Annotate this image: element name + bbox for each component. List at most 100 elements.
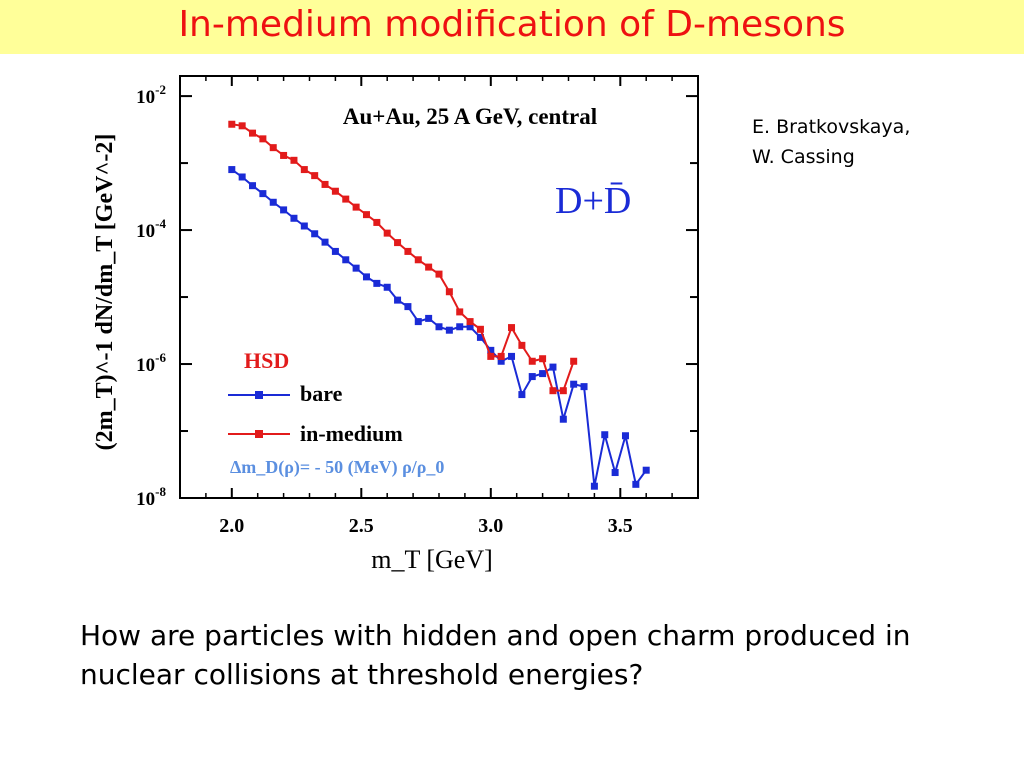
data-point-in-medium: [508, 324, 516, 332]
author-2: W. Cassing: [752, 146, 855, 168]
data-point-bare: [601, 431, 609, 439]
data-point-in-medium: [518, 341, 526, 349]
data-point-bare: [300, 222, 308, 230]
x-tick-label: 2.0: [219, 515, 244, 537]
authors: E. Bratkovskaya, W. Cassing: [752, 112, 910, 172]
data-point-bare: [383, 283, 391, 291]
y-tick-label: 10-8: [136, 484, 166, 510]
data-point-in-medium: [321, 180, 329, 188]
data-point-bare: [259, 190, 267, 198]
data-point-bare: [445, 326, 453, 334]
data-point-in-medium: [570, 357, 578, 365]
data-point-in-medium: [311, 172, 319, 180]
data-point-bare: [280, 206, 288, 214]
data-point-bare: [549, 363, 557, 371]
data-point-in-medium: [228, 120, 236, 128]
author-1: E. Bratkovskaya,: [752, 116, 911, 138]
data-point-bare: [476, 333, 484, 341]
particle-label-text: D+D̄: [555, 180, 631, 222]
data-point-bare: [508, 352, 516, 360]
data-point-bare: [362, 273, 370, 281]
chart-marks: [228, 120, 650, 490]
slide-title: In-medium modification of D-mesons: [178, 4, 846, 45]
data-point-bare: [394, 296, 402, 304]
data-point-bare: [435, 323, 443, 331]
data-point-in-medium: [373, 218, 381, 226]
annotation-text: Δm_D(ρ)= - 50 (MeV) ρ/ρ_0: [230, 457, 444, 478]
data-point-in-medium: [476, 325, 484, 333]
x-tick-label: 3.5: [608, 515, 633, 537]
data-point-bare: [580, 383, 588, 391]
data-point-bare: [456, 323, 464, 331]
data-point-bare: [642, 466, 650, 474]
legend-in-medium-label: in-medium: [300, 421, 403, 446]
data-point-in-medium: [528, 357, 536, 365]
data-point-in-medium: [549, 387, 557, 395]
data-point-bare: [570, 380, 578, 388]
series-line-in-medium: [231, 123, 575, 392]
chart-title: Au+Au, 25 A GeV, central: [343, 104, 597, 129]
data-point-bare: [590, 482, 598, 490]
data-point-bare: [559, 415, 567, 423]
data-point-bare: [342, 256, 350, 264]
hsd-label: HSD: [244, 348, 289, 373]
data-point-bare: [249, 182, 257, 190]
data-point-bare: [621, 432, 629, 440]
data-point-bare: [321, 238, 329, 246]
data-point-bare: [632, 480, 640, 488]
data-point-bare: [497, 357, 505, 365]
data-point-in-medium: [352, 203, 360, 211]
data-point-bare: [352, 264, 360, 272]
data-point-in-medium: [238, 122, 246, 130]
data-point-bare: [539, 370, 547, 378]
data-point-in-medium: [331, 187, 339, 195]
data-point-in-medium: [497, 352, 505, 360]
y-tick-label: 10-6: [136, 350, 166, 376]
y-tick-label: 10-2: [136, 82, 166, 108]
y-tick-label: 10-4: [136, 216, 166, 242]
data-point-bare: [373, 279, 381, 287]
data-point-in-medium: [456, 308, 464, 316]
data-point-in-medium: [362, 211, 370, 219]
data-point-in-medium: [280, 151, 288, 159]
data-point-in-medium: [394, 239, 402, 247]
data-point-bare: [331, 247, 339, 255]
data-point-in-medium: [414, 256, 422, 264]
data-point-bare: [404, 303, 412, 311]
data-point-in-medium: [539, 355, 547, 363]
legend-in-medium-marker: [255, 430, 263, 438]
data-point-in-medium: [383, 229, 391, 237]
data-point-in-medium: [269, 144, 277, 152]
data-point-in-medium: [300, 166, 308, 174]
data-point-in-medium: [404, 247, 412, 255]
x-axis-label: m_T [GeV]: [371, 545, 493, 574]
data-point-bare: [425, 314, 433, 322]
data-point-in-medium: [559, 387, 567, 395]
data-point-bare: [528, 373, 536, 381]
y-axis-label: (2m_T)^-1 dN/dm_T [GeV^-2]: [92, 134, 118, 451]
data-point-bare: [414, 318, 422, 326]
chart-ticks: 2.0 2.5 3.0 3.5 10-8 10-6 10-4 10-2: [136, 76, 698, 537]
question-text: How are particles with hidden and open c…: [80, 619, 911, 691]
title-bar: [0, 0, 1024, 54]
data-point-in-medium: [259, 135, 267, 143]
data-point-in-medium: [435, 270, 443, 278]
data-point-bare: [466, 323, 474, 331]
particle-label: D+D̄: [555, 180, 631, 222]
legend-bare-label: bare: [300, 381, 343, 406]
x-tick-label: 3.0: [478, 515, 503, 537]
data-point-in-medium: [425, 263, 433, 271]
data-point-bare: [228, 166, 236, 174]
legend-bare-marker: [255, 391, 263, 399]
data-point-bare: [311, 230, 319, 238]
data-point-bare: [487, 346, 495, 354]
data-point-in-medium: [342, 195, 350, 203]
data-point-bare: [518, 391, 526, 399]
x-tick-label: 2.5: [349, 515, 374, 537]
data-point-bare: [269, 198, 277, 206]
legend: bare in-medium: [228, 381, 403, 446]
data-point-bare: [290, 214, 298, 222]
data-point-in-medium: [290, 156, 298, 164]
data-point-bare: [611, 469, 619, 477]
